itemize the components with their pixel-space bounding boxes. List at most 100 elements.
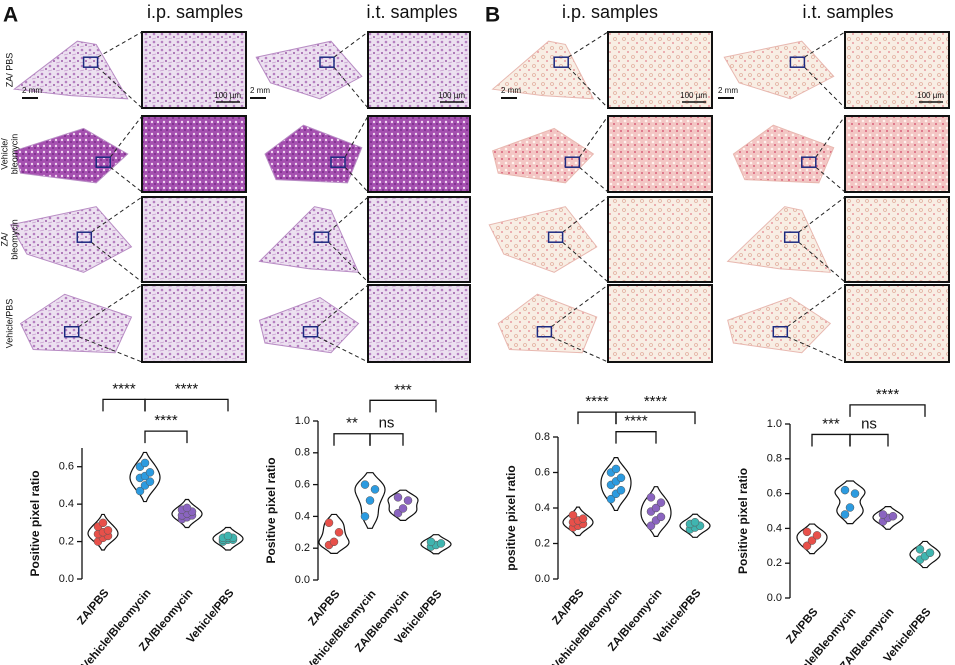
data-point — [398, 504, 408, 513]
y-axis-label: positive pixel ratio — [504, 465, 518, 570]
data-point — [223, 531, 233, 541]
significance-bracket — [144, 398, 229, 412]
zoom-connector — [91, 196, 143, 233]
significance-bracket — [615, 431, 657, 444]
data-point — [568, 510, 578, 520]
row-label: bleomycin — [9, 134, 19, 175]
significance-label: **** — [112, 380, 136, 397]
tissue-section — [13, 40, 129, 100]
y-tick-label: 0.8 — [535, 431, 550, 443]
zoom-connector — [804, 66, 846, 109]
y-tick-label: 0.4 — [295, 510, 310, 522]
significance-bracket — [849, 404, 926, 417]
zoom-connector — [344, 166, 369, 193]
zoom-connector — [798, 241, 846, 283]
y-axis-label: Positive pixel ratio — [264, 457, 278, 563]
tissue-section — [255, 40, 363, 100]
zoom-image — [141, 284, 247, 363]
zoom-connector — [579, 166, 609, 193]
y-tick-label: 0.6 — [535, 466, 550, 478]
zoom-connector — [344, 115, 369, 158]
region-box — [801, 156, 817, 168]
data-point — [393, 493, 403, 502]
x-tick-label: ZA/PBS — [550, 587, 587, 627]
zoom-image — [607, 115, 713, 193]
y-tick-label: 0.0 — [767, 592, 782, 604]
data-point — [145, 477, 155, 486]
y-tick-label: 0.4 — [535, 502, 550, 514]
y-tick-label: 0.8 — [295, 447, 310, 459]
data-point — [656, 512, 666, 522]
row-label: ZA/ — [0, 232, 9, 247]
data-point — [334, 528, 344, 537]
zoom-connector — [78, 284, 143, 328]
zoom-connector — [562, 241, 609, 283]
y-tick-label: 0.0 — [535, 573, 550, 585]
tissue-section — [19, 293, 133, 354]
zoom-connector — [551, 284, 609, 328]
tissue-section — [723, 40, 835, 100]
zoom-image — [141, 31, 247, 109]
zoom-image — [844, 284, 950, 363]
zoom-connector — [328, 241, 369, 283]
y-tick-label: 1.0 — [295, 415, 310, 427]
data-point — [690, 517, 700, 527]
scale-label: 2 mm — [250, 86, 270, 95]
scale-label: 100 µm — [214, 91, 241, 100]
data-point — [925, 548, 935, 558]
panel-label: A — [3, 4, 18, 27]
x-tick-label: ZA/PBS — [784, 606, 821, 646]
data-point — [840, 485, 850, 495]
zoom-connector — [567, 66, 609, 109]
data-point — [845, 503, 855, 512]
zoom-image — [844, 31, 950, 109]
zoom-connector — [804, 31, 846, 58]
significance-label: **** — [876, 386, 900, 403]
zoom-image — [844, 196, 950, 283]
violin — [318, 513, 350, 554]
y-tick-label: 0.6 — [295, 479, 310, 491]
tissue-section — [727, 296, 832, 354]
data-point — [135, 486, 145, 496]
data-point — [606, 494, 616, 504]
region-box — [330, 156, 346, 168]
zoom-connector — [78, 336, 143, 363]
scale-label: 2 mm — [501, 86, 521, 95]
zoom-connector — [578, 115, 609, 158]
zoom-image — [367, 284, 471, 363]
y-tick-label: 0.2 — [295, 542, 310, 554]
tissue-section — [488, 206, 598, 273]
zoom-image — [367, 115, 471, 193]
significance-label: **** — [624, 413, 648, 430]
scale-label: 100 µm — [680, 91, 707, 100]
zoom-image — [607, 284, 713, 363]
significance-bracket — [333, 433, 371, 446]
significance-label: **** — [175, 380, 199, 397]
y-tick-label: 0.2 — [59, 535, 74, 547]
region-box — [547, 231, 564, 243]
significance-bracket — [369, 399, 437, 413]
region-box — [76, 231, 93, 243]
zoom-connector — [328, 196, 369, 233]
zoom-image — [367, 196, 471, 283]
region-box — [313, 231, 330, 243]
data-point — [360, 480, 370, 489]
zoom-image — [607, 196, 713, 283]
significance-label: ns — [379, 415, 395, 432]
tissue-section — [492, 127, 595, 184]
region-box — [772, 326, 789, 338]
region-box — [63, 326, 80, 338]
data-point — [802, 541, 812, 551]
data-point — [370, 485, 380, 494]
significance-bracket — [369, 433, 404, 446]
y-tick-label: 0.0 — [59, 573, 74, 585]
data-point — [616, 473, 626, 483]
data-point — [840, 510, 850, 519]
zoom-connector — [815, 166, 846, 193]
scale-label: 100 µm — [438, 91, 465, 100]
zoom-connector — [333, 66, 369, 109]
significance-bracket — [144, 430, 188, 444]
significance-label: ns — [861, 415, 877, 432]
region-box — [302, 326, 319, 338]
tissue-section — [491, 40, 595, 100]
